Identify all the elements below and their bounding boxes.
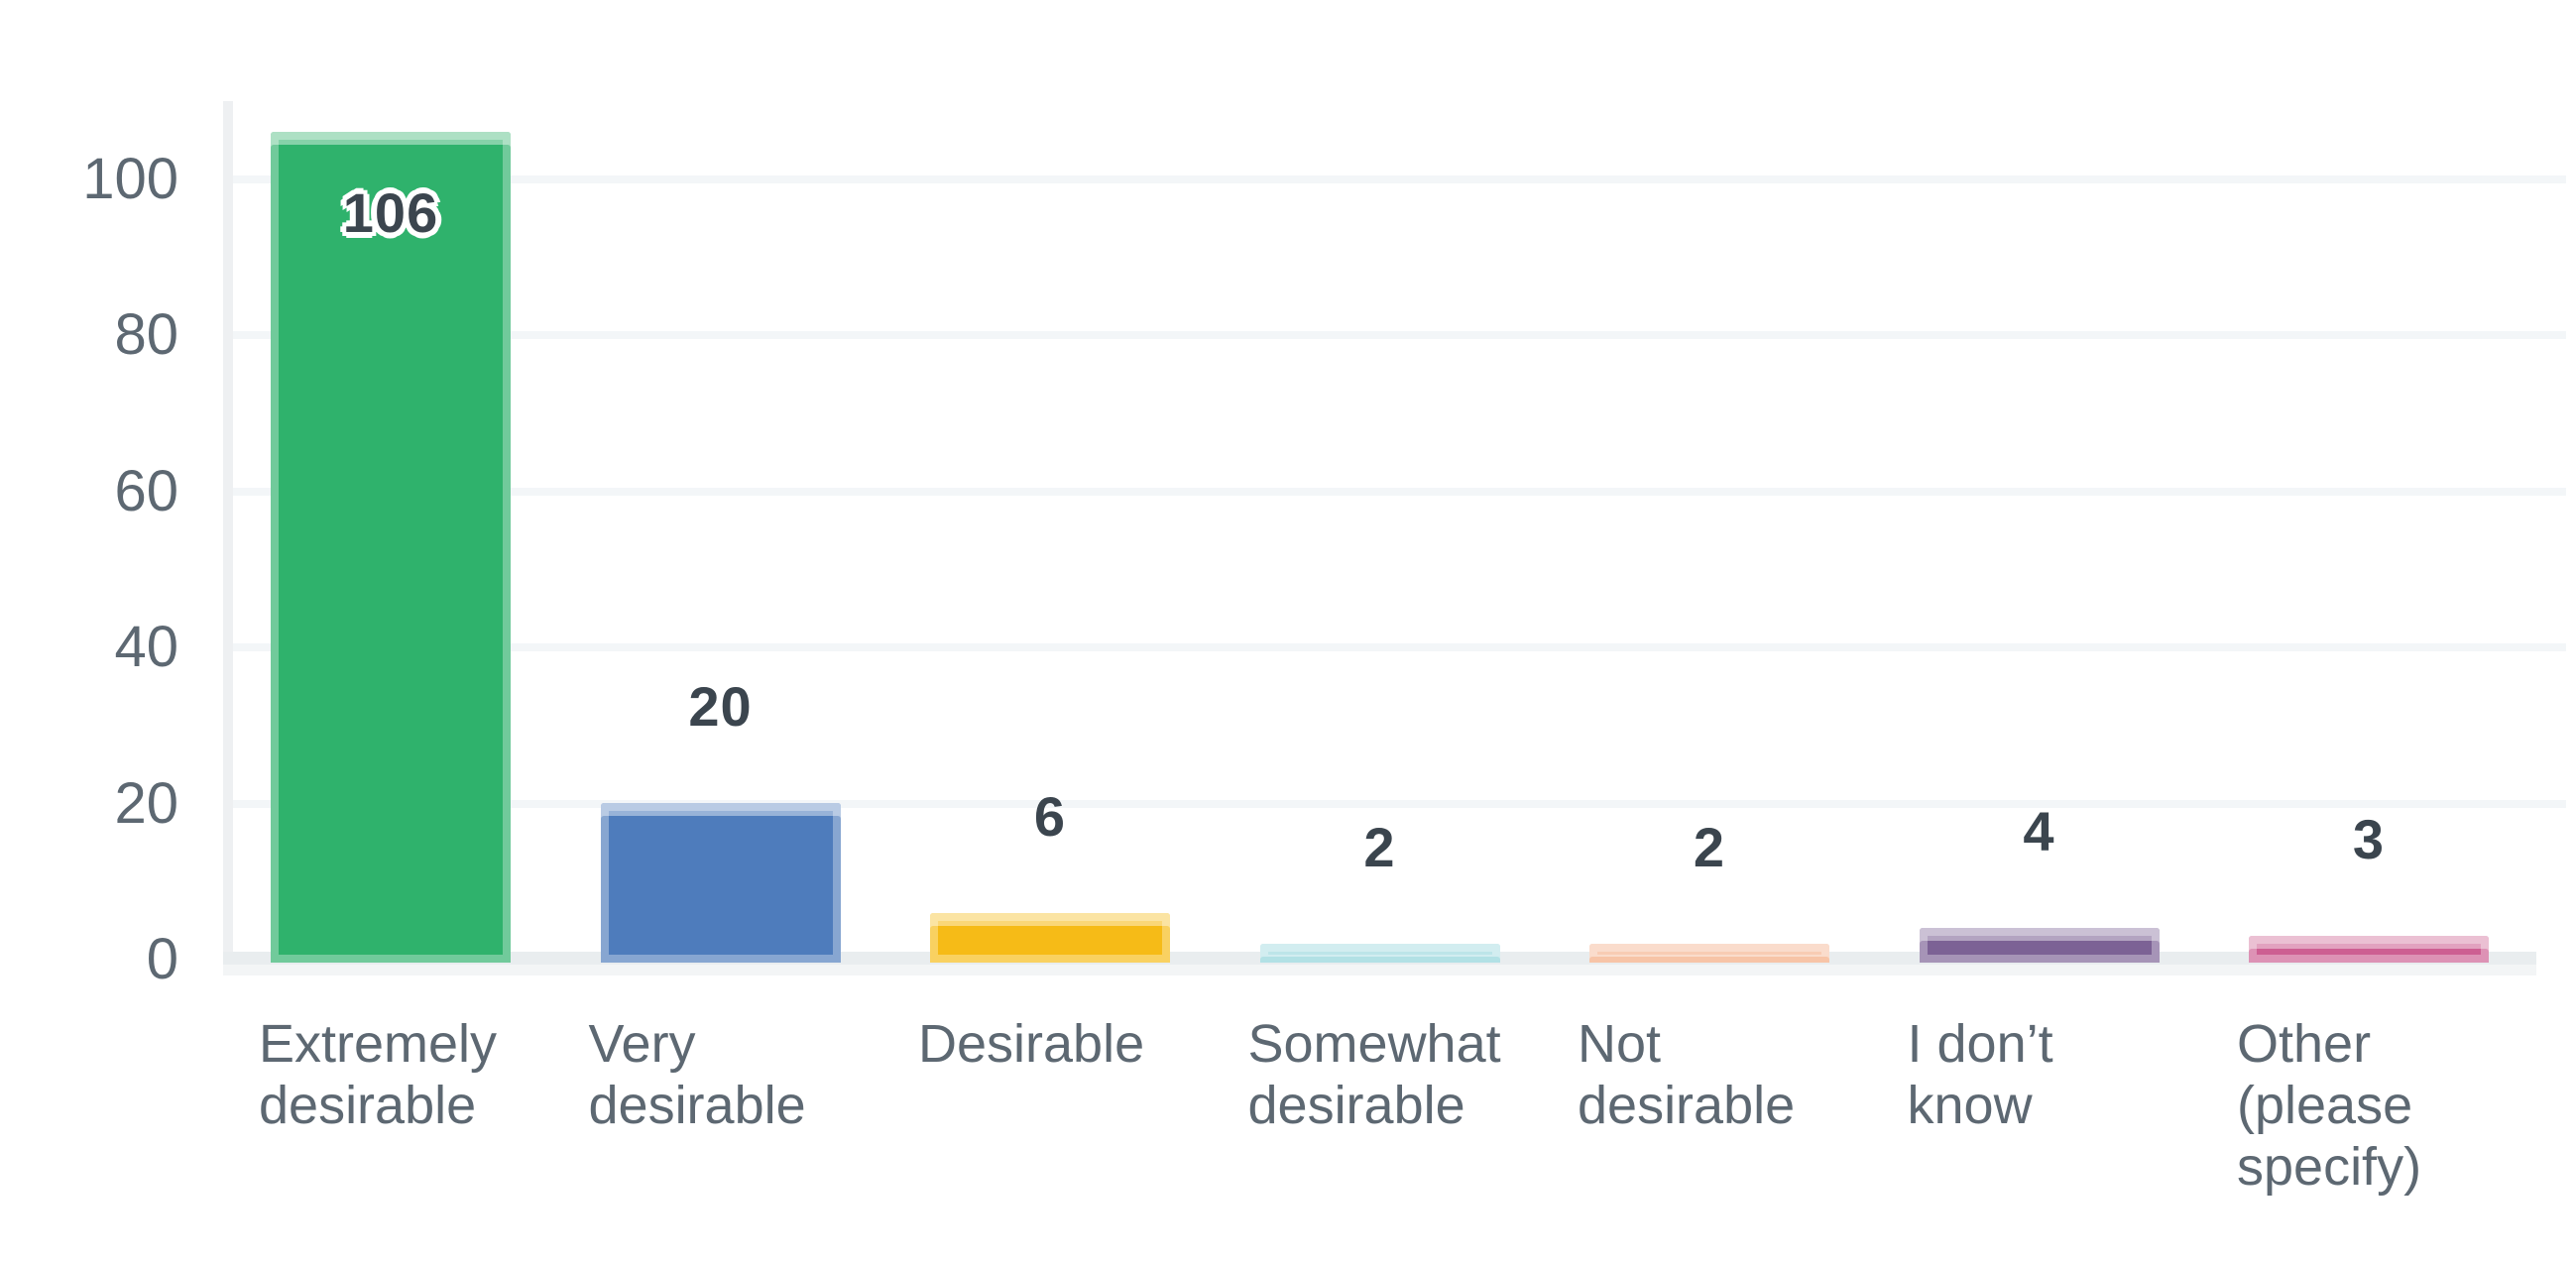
x-axis-category-label: Extremely desirable [259, 1014, 498, 1135]
gridline [228, 643, 2566, 651]
bar-extremely-desirable [271, 132, 511, 963]
x-axis-category-label: Very desirable [588, 1014, 806, 1135]
bar-somewhat-desirable [1259, 944, 1500, 963]
bar-other-please-specify [2249, 936, 2489, 963]
x-axis-line-shadow [223, 965, 2536, 975]
y-axis-tick-label: 80 [114, 302, 178, 367]
gridline [228, 799, 2566, 808]
y-axis-tick-label: 0 [146, 927, 178, 991]
y-axis-tick-label: 60 [114, 458, 178, 523]
x-axis-category-label: Other (please specify) [2237, 1014, 2422, 1197]
bar-not-desirable [1589, 944, 1829, 963]
bar-value-label: 4 [2023, 800, 2055, 862]
y-axis-tick-label: 40 [114, 615, 178, 679]
bar-value-label: 20 [688, 675, 753, 738]
x-axis-category-label: Not desirable [1578, 1014, 1796, 1135]
x-axis-category-label: I don’t know [1907, 1014, 2053, 1135]
bar-value-label: 3 [2352, 808, 2386, 870]
gridline [228, 331, 2566, 339]
gridline [228, 174, 2566, 183]
x-axis-category-label: Desirable [918, 1014, 1145, 1074]
y-axis-tick-label: 100 [82, 146, 178, 211]
x-axis-category-label: Somewhat desirable [1247, 1014, 1501, 1135]
bar-i-don-t-know [1919, 928, 2160, 963]
y-axis-line [223, 101, 233, 960]
bar-value-label: 2 [1363, 816, 1396, 878]
y-axis-tick-label: 20 [114, 770, 178, 836]
bar-very-desirable [600, 803, 841, 963]
bar-value-label: 2 [1693, 816, 1726, 878]
bar-value-label: 106 [342, 181, 439, 244]
bar-value-label: 6 [1033, 785, 1067, 848]
bar-desirable [930, 913, 1170, 963]
gridline [228, 487, 2566, 496]
